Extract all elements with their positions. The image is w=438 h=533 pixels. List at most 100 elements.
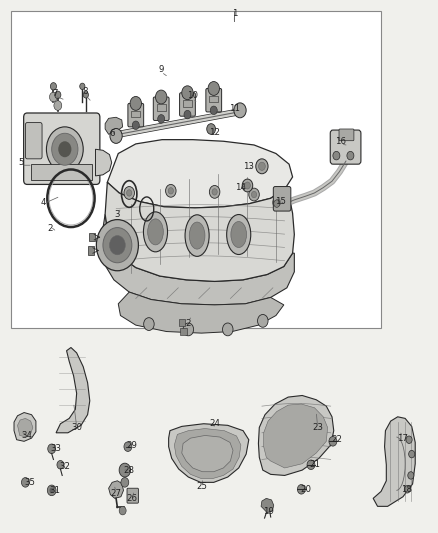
Text: 2: 2 <box>186 319 191 328</box>
Circle shape <box>409 450 415 458</box>
Circle shape <box>48 444 56 454</box>
Circle shape <box>258 162 265 171</box>
Text: 25: 25 <box>197 482 208 490</box>
FancyBboxPatch shape <box>127 488 138 503</box>
Text: 7: 7 <box>52 89 57 98</box>
Circle shape <box>258 314 268 327</box>
Circle shape <box>329 437 337 446</box>
Circle shape <box>49 488 54 493</box>
Ellipse shape <box>189 222 205 249</box>
Polygon shape <box>118 292 284 333</box>
Text: 15: 15 <box>275 197 286 206</box>
Circle shape <box>209 185 220 198</box>
Polygon shape <box>179 319 185 326</box>
Circle shape <box>155 90 167 104</box>
Polygon shape <box>373 417 415 506</box>
Text: 10: 10 <box>187 92 198 100</box>
Text: 27: 27 <box>110 489 122 497</box>
Circle shape <box>244 182 251 189</box>
Circle shape <box>182 86 193 100</box>
Circle shape <box>96 220 138 271</box>
Polygon shape <box>105 117 123 134</box>
Text: 24: 24 <box>209 419 220 428</box>
Circle shape <box>249 188 259 201</box>
Circle shape <box>124 442 132 451</box>
Circle shape <box>183 323 194 336</box>
Circle shape <box>130 96 141 110</box>
Circle shape <box>184 110 191 119</box>
Polygon shape <box>264 404 328 468</box>
Circle shape <box>57 461 64 469</box>
Circle shape <box>273 196 283 209</box>
Circle shape <box>55 91 61 99</box>
Circle shape <box>58 141 71 157</box>
Polygon shape <box>101 214 294 305</box>
Circle shape <box>144 318 154 330</box>
Text: 21: 21 <box>309 461 320 469</box>
Text: 3: 3 <box>115 210 120 219</box>
Circle shape <box>307 460 315 470</box>
Circle shape <box>210 106 217 115</box>
Ellipse shape <box>143 212 167 252</box>
FancyBboxPatch shape <box>11 11 381 328</box>
Circle shape <box>52 133 78 165</box>
FancyBboxPatch shape <box>128 103 144 127</box>
Text: 2: 2 <box>48 224 53 232</box>
Text: 26: 26 <box>127 494 138 503</box>
Circle shape <box>119 506 126 515</box>
Polygon shape <box>56 348 90 433</box>
Text: 8: 8 <box>83 87 88 96</box>
Circle shape <box>80 83 85 90</box>
Polygon shape <box>180 328 187 335</box>
Circle shape <box>242 179 253 192</box>
FancyBboxPatch shape <box>24 113 100 184</box>
Polygon shape <box>95 149 112 176</box>
Text: 31: 31 <box>49 486 60 495</box>
Text: 14: 14 <box>234 183 246 192</box>
Polygon shape <box>261 498 274 513</box>
Text: 34: 34 <box>21 432 33 440</box>
FancyBboxPatch shape <box>209 96 218 102</box>
Circle shape <box>122 467 127 473</box>
Circle shape <box>54 101 62 110</box>
Polygon shape <box>88 246 94 255</box>
Circle shape <box>119 463 131 477</box>
Circle shape <box>251 191 257 198</box>
Circle shape <box>256 159 268 174</box>
Circle shape <box>124 187 134 199</box>
Text: 20: 20 <box>300 485 311 494</box>
Circle shape <box>103 228 132 263</box>
FancyBboxPatch shape <box>183 100 192 107</box>
Polygon shape <box>174 429 241 479</box>
Circle shape <box>132 121 139 130</box>
Circle shape <box>83 92 88 98</box>
FancyBboxPatch shape <box>206 88 222 112</box>
Circle shape <box>223 323 233 336</box>
FancyBboxPatch shape <box>25 123 42 159</box>
Text: 35: 35 <box>24 478 35 487</box>
FancyBboxPatch shape <box>273 187 291 211</box>
Polygon shape <box>169 424 249 482</box>
Polygon shape <box>18 418 33 437</box>
Text: 9: 9 <box>159 65 164 74</box>
FancyBboxPatch shape <box>339 129 354 141</box>
Polygon shape <box>89 233 95 241</box>
FancyBboxPatch shape <box>157 104 166 111</box>
Circle shape <box>46 127 83 172</box>
Text: 22: 22 <box>331 435 342 444</box>
Circle shape <box>47 485 56 496</box>
Text: 28: 28 <box>124 466 135 474</box>
FancyBboxPatch shape <box>153 97 169 120</box>
Circle shape <box>207 124 215 134</box>
Circle shape <box>166 184 176 197</box>
Circle shape <box>408 472 414 479</box>
Text: 6: 6 <box>109 129 114 138</box>
Text: 11: 11 <box>229 104 240 112</box>
FancyBboxPatch shape <box>31 164 92 180</box>
Circle shape <box>110 236 125 255</box>
Ellipse shape <box>185 215 209 256</box>
Circle shape <box>347 151 354 160</box>
FancyBboxPatch shape <box>330 130 361 164</box>
Polygon shape <box>182 435 233 472</box>
Text: 19: 19 <box>263 507 274 516</box>
